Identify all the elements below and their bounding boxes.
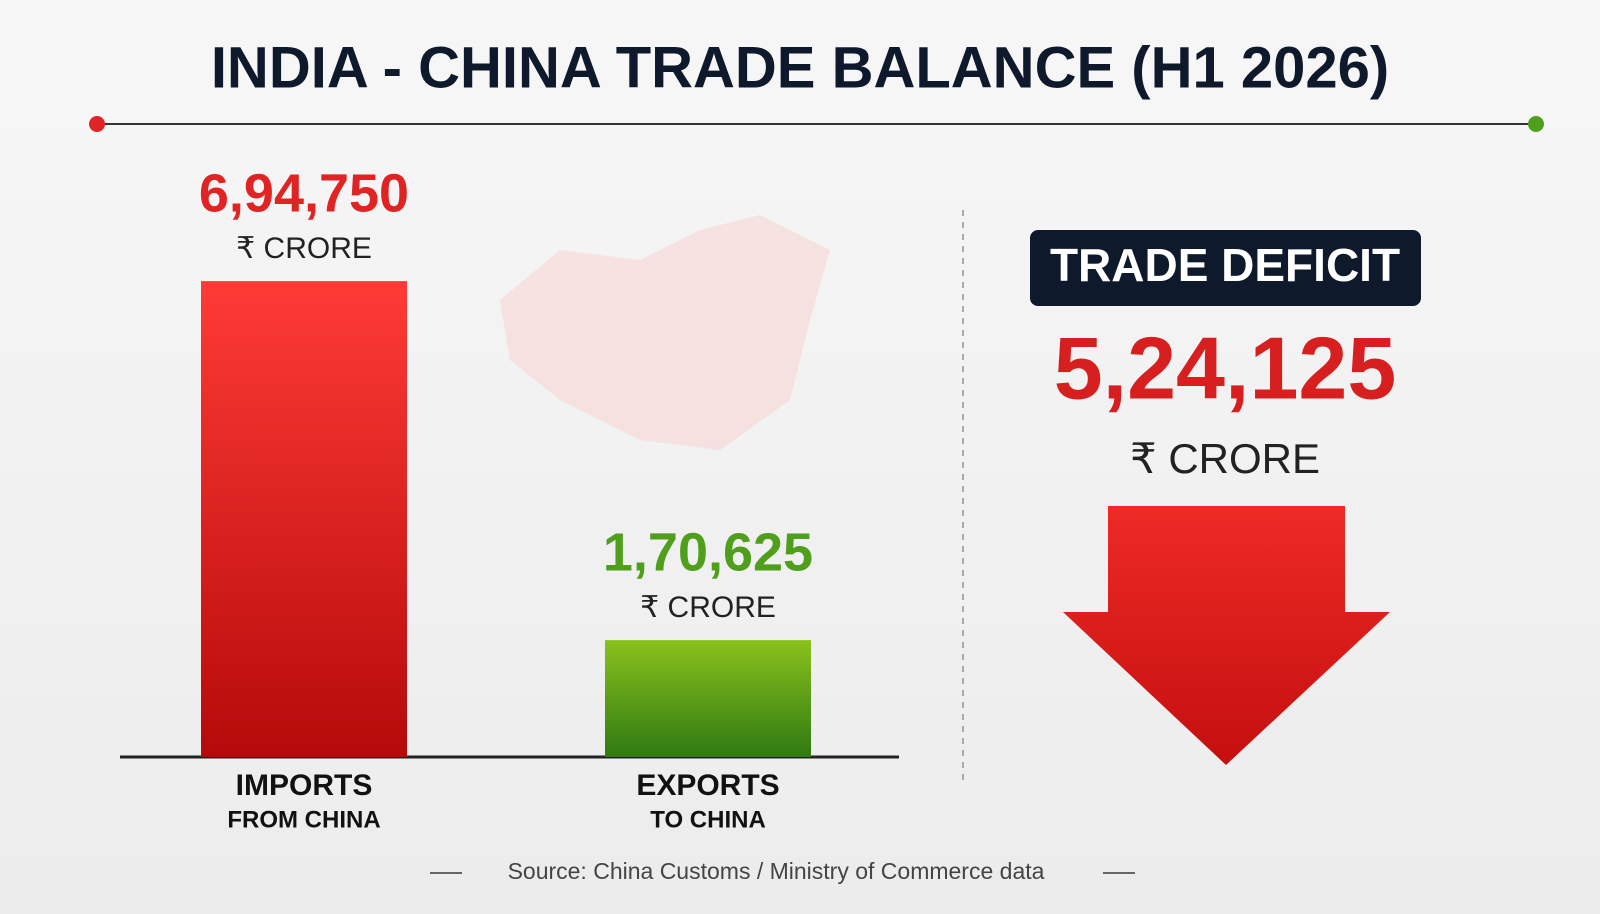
deficit-unit: ₹ CRORE xyxy=(1130,435,1320,482)
value-label: 1,70,625 xyxy=(603,522,813,582)
value-unit: ₹ CRORE xyxy=(640,591,776,624)
deficit-arrow xyxy=(1063,506,1390,765)
value-unit: ₹ CRORE xyxy=(236,232,372,265)
deficit-value: 5,24,125 xyxy=(1054,318,1397,417)
x-tick-label: IMPORTS xyxy=(236,769,373,802)
bar xyxy=(201,281,407,757)
rule-dot xyxy=(89,116,105,132)
deficit-badge xyxy=(1030,230,1421,306)
chart-title: INDIA - CHINA TRADE BALANCE (H1 2026) xyxy=(211,35,1389,100)
value-label: 6,94,750 xyxy=(199,163,409,223)
x-tick-sublabel: FROM CHINA xyxy=(227,806,380,833)
bar xyxy=(605,640,811,757)
rule-dot xyxy=(1528,116,1544,132)
map-silhouette xyxy=(500,215,830,450)
deficit-label: TRADE DEFICIT xyxy=(1050,239,1400,291)
x-tick-label: EXPORTS xyxy=(636,769,779,802)
source: Source: China Customs / Ministry of Comm… xyxy=(508,858,1045,884)
x-tick-sublabel: TO CHINA xyxy=(650,806,766,833)
